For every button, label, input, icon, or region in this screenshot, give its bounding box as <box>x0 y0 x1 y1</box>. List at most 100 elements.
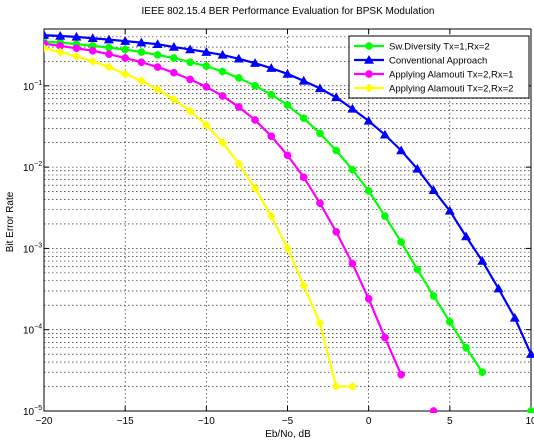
data-point <box>137 48 146 56</box>
data-point <box>364 294 373 303</box>
data-point <box>186 58 194 67</box>
data-point <box>103 34 114 44</box>
data-point <box>136 76 146 86</box>
data-point <box>71 51 81 61</box>
data-point <box>267 132 276 141</box>
data-point <box>250 183 260 193</box>
y-tick-exponent: −2 <box>34 161 42 168</box>
x-tick-label: −20 <box>36 416 53 427</box>
data-point <box>267 90 276 99</box>
data-point <box>202 62 211 70</box>
legend-label: Conventional Approach <box>389 56 487 67</box>
data-point <box>266 211 276 221</box>
data-point <box>348 259 357 268</box>
data-point <box>88 56 98 66</box>
data-point <box>364 83 374 93</box>
chart-title: IEEE 802.15.4 BER Performance Evaluation… <box>142 6 435 17</box>
data-point <box>365 70 373 78</box>
data-point <box>413 265 422 274</box>
data-point <box>478 368 487 377</box>
data-point <box>315 318 325 328</box>
data-point <box>234 159 244 169</box>
data-point <box>283 243 292 253</box>
x-tick-label: 5 <box>447 416 453 427</box>
x-tick-label: 10 <box>525 416 534 427</box>
y-tick-exponent: −5 <box>34 405 42 412</box>
data-point <box>185 106 195 116</box>
data-point <box>331 92 342 102</box>
data-point <box>44 43 49 53</box>
data-point <box>331 382 341 392</box>
data-point <box>120 36 131 45</box>
data-point <box>299 173 308 182</box>
data-point <box>217 49 228 59</box>
data-point <box>282 68 293 78</box>
legend-item: Applying Alamouti Tx=2,Rx=2 <box>354 83 513 95</box>
data-point <box>283 101 292 109</box>
data-point <box>234 103 243 111</box>
data-point <box>185 44 196 54</box>
data-point <box>364 187 373 195</box>
legend-label: Sw.Diversity Tx=1,Rx=2 <box>389 42 490 53</box>
data-point <box>348 165 357 174</box>
data-point <box>170 68 178 77</box>
data-point <box>186 75 194 84</box>
data-point <box>332 146 341 155</box>
series-line <box>44 40 484 373</box>
data-point <box>332 227 341 236</box>
data-point <box>429 407 438 413</box>
data-point <box>299 280 309 290</box>
data-point <box>105 43 113 52</box>
data-point <box>152 39 163 48</box>
legend-label: Applying Alamouti Tx=2,Rx=1 <box>389 70 513 81</box>
data-point <box>121 45 130 54</box>
data-point <box>218 92 227 100</box>
data-point <box>104 62 114 72</box>
data-point <box>347 103 358 113</box>
data-point <box>527 407 534 413</box>
x-axis-label: Eb/No, dB <box>265 429 311 440</box>
data-point <box>120 69 130 79</box>
data-point <box>397 370 405 379</box>
data-point <box>347 382 357 392</box>
data-point <box>202 83 211 91</box>
data-point <box>444 205 455 215</box>
y-tick-exponent: −1 <box>34 80 42 87</box>
data-point <box>299 114 308 123</box>
data-point <box>44 30 49 39</box>
data-point <box>250 58 261 67</box>
data-point <box>137 58 146 67</box>
y-tick-exponent: −3 <box>34 242 42 249</box>
data-point <box>88 46 97 55</box>
legend-item: Sw.Diversity Tx=1,Rx=2 <box>354 42 490 53</box>
data-point <box>316 199 324 208</box>
data-point <box>298 75 309 85</box>
data-point <box>201 120 211 130</box>
data-point <box>363 115 374 125</box>
plot-area: −20 −15 −10 −5 0 5 1010−510−410−310−210−1Sw.Di… <box>23 28 534 427</box>
data-point <box>493 283 504 293</box>
y-tick-exponent: −4 <box>34 324 42 331</box>
data-point <box>477 256 488 265</box>
data-point <box>412 163 423 173</box>
series-3 <box>44 39 438 413</box>
data-point <box>381 333 389 342</box>
data-point <box>169 94 179 104</box>
data-point <box>72 44 81 53</box>
data-point <box>364 55 374 64</box>
data-point <box>429 292 438 300</box>
data-point <box>153 51 162 59</box>
data-point <box>55 47 65 57</box>
data-point <box>379 129 390 139</box>
data-point <box>283 151 292 160</box>
data-point <box>251 116 259 124</box>
data-point <box>381 212 389 220</box>
data-point <box>428 185 439 194</box>
data-point <box>201 47 212 56</box>
data-point <box>136 37 147 47</box>
data-point <box>218 138 228 148</box>
data-point <box>153 85 163 95</box>
data-point <box>461 231 472 241</box>
data-point <box>509 312 520 322</box>
